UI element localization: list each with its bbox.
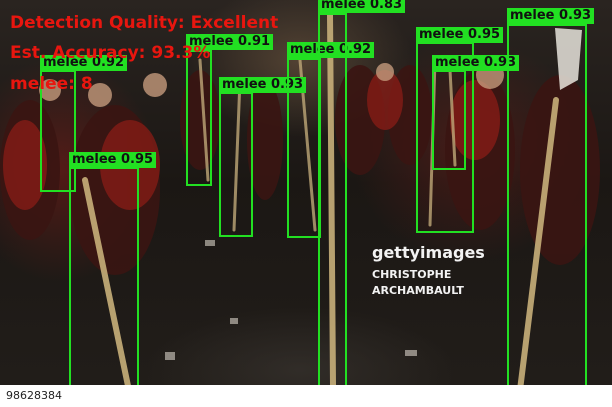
detection-box (432, 70, 466, 170)
accuracy-text: Est. Accuracy: 93.3% (10, 43, 211, 63)
detection-box (219, 92, 253, 237)
detection-label: melee 0.93 (432, 55, 520, 71)
detection-count-text: melee: 8 (10, 74, 93, 94)
detection-box (507, 24, 587, 407)
detection-box (416, 42, 474, 233)
detection-label: melee 0.95 (416, 27, 504, 43)
stock-image-id: 98628384 (0, 385, 612, 407)
detection-box (69, 167, 139, 407)
detection-label: melee 0.83 (318, 0, 406, 13)
detection-box (287, 58, 321, 238)
detection-quality-text: Detection Quality: Excellent (10, 13, 279, 33)
detection-label: melee 0.92 (40, 55, 128, 71)
detection-label: melee 0.91 (186, 34, 274, 50)
detection-box (40, 70, 76, 192)
detection-label: melee 0.93 (507, 8, 595, 24)
stock-watermark-logo: gettyimages (372, 243, 485, 262)
photographer-credit: ARCHAMBAULT (372, 284, 464, 297)
detection-label: melee 0.93 (219, 77, 307, 93)
detection-label: melee 0.92 (287, 42, 375, 58)
detection-box (318, 13, 347, 400)
photographer-credit: CHRISTOPHE (372, 268, 452, 281)
detection-label: melee 0.95 (69, 152, 157, 168)
detection-box (186, 50, 212, 186)
